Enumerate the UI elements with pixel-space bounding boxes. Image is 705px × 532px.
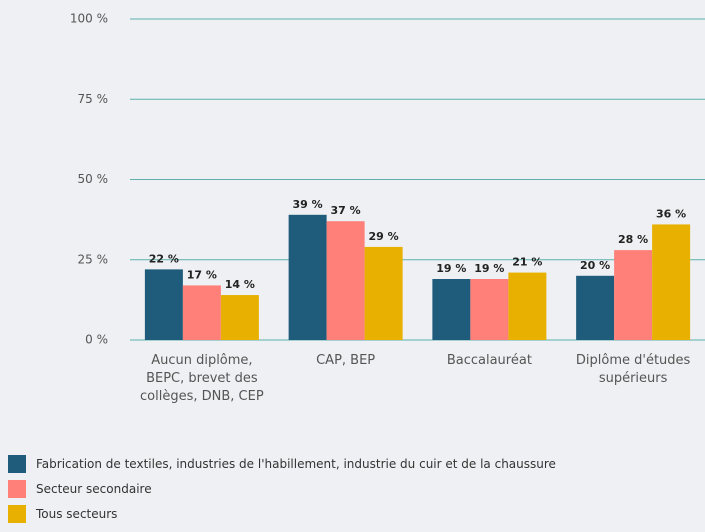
value-label: 28 % [618,233,648,246]
legend-swatch [8,505,26,523]
value-label: 21 % [512,256,542,269]
x-tick-label: Baccalauréat [446,353,532,368]
legend-swatch [8,455,26,473]
x-tick-label: Diplôme d'études supérieurs [575,353,691,386]
bar [576,275,615,340]
value-label: 39 % [293,198,323,211]
bar [470,279,509,340]
bar [288,214,327,340]
value-label: 14 % [225,278,255,291]
bar [220,295,259,340]
bar [614,250,653,340]
legend-item: Secteur secondaire [8,480,152,498]
value-label: 37 % [331,204,361,217]
y-tick-label: 25 % [78,252,109,266]
legend-label: Fabrication de textiles, industries de l… [36,457,556,471]
legend-label: Tous secteurs [36,507,118,521]
legend-item: Tous secteurs [8,505,117,523]
value-label: 36 % [656,207,686,220]
x-tick-label: CAP, BEP [316,353,376,368]
bar [144,269,183,340]
value-label: 19 % [436,262,466,275]
bar [364,246,403,340]
y-tick-label: 50 % [78,172,109,186]
legend-label: Secteur secondaire [36,482,152,496]
chart: 0 % 25 % 50 % 75 % 100 % 22 % 17 % 14 % 39 % 37 %… [70,12,705,347]
value-label: 17 % [187,268,217,281]
value-label: 19 % [474,262,504,275]
legend-swatch [8,480,26,498]
value-label: 20 % [580,259,610,272]
bar [432,279,471,340]
bar [326,221,365,340]
value-label: 29 % [369,230,399,243]
y-tick-label: 75 % [78,92,109,106]
bar [508,272,547,340]
legend-item: Fabrication de textiles, industries de l… [8,455,556,473]
bar [652,224,691,340]
x-tick-label: Aucun diplôme, BEPC, brevet des collèges… [140,353,264,404]
value-label: 22 % [149,252,179,265]
y-tick-label: 100 % [70,12,108,26]
bar [182,285,221,340]
y-tick-label: 0 % [85,333,108,347]
